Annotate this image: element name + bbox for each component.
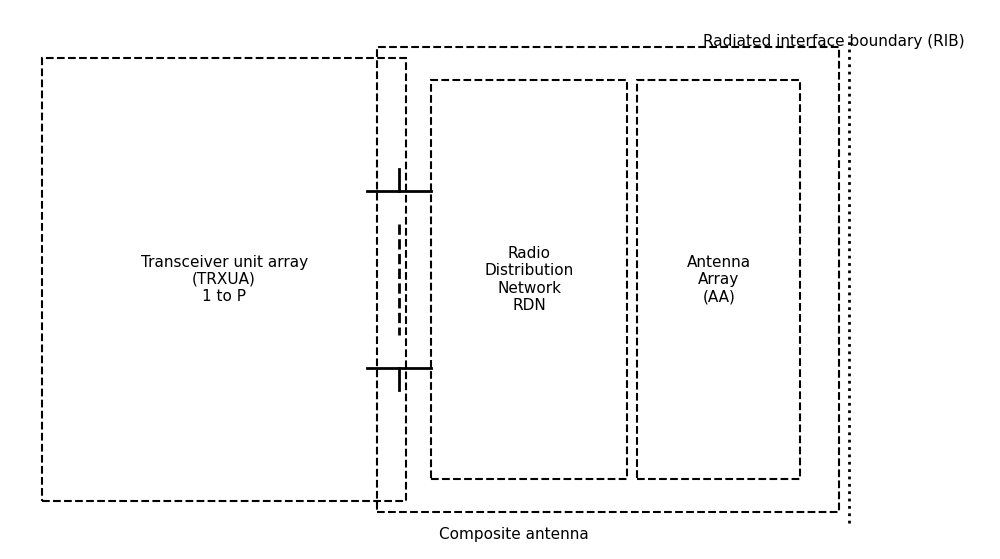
Text: Composite antenna: Composite antenna <box>439 527 589 542</box>
Text: Antenna
Array
(AA): Antenna Array (AA) <box>687 254 751 305</box>
Text: Radio
Distribution
Network
RDN: Radio Distribution Network RDN <box>484 246 574 313</box>
Text: Transceiver unit array
(TRXUA)
1 to P: Transceiver unit array (TRXUA) 1 to P <box>141 254 308 305</box>
Text: Radiated interface boundary (RIB): Radiated interface boundary (RIB) <box>703 34 965 49</box>
